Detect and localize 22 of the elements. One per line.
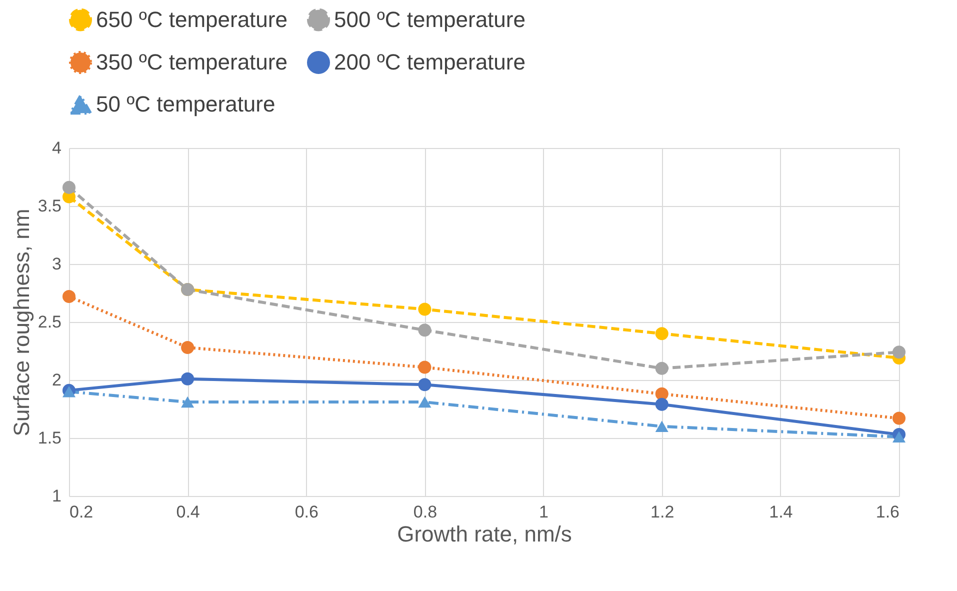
y-tick-label: 2.5 [38,312,62,332]
x-tick-label: 1.6 [876,502,900,522]
y-tick-label: 3.5 [38,196,62,216]
legend-label: 500 ºC temperature [334,6,526,32]
y-axis-title: Surface roughness, nm [8,208,34,436]
x-tick-label: 0.4 [176,502,200,522]
y-tick-label: 3 [52,254,62,274]
x-tick-label: 1.4 [769,502,793,522]
legend-label: 350 ºC temperature [96,50,288,74]
y-tick-label: 2 [52,370,62,390]
x-axis-title: Growth rate, nm/s [397,522,572,546]
x-tick-label: 1 [539,502,549,522]
x-tick-label: 0.8 [413,502,438,522]
y-tick-label: 1 [52,486,62,506]
y-tick-label: 4 [52,138,62,158]
legend-label: 50 ºC temperature [96,92,276,116]
legend-label: 200 ºC temperature [334,50,526,74]
x-tick-label: 0.2 [70,502,94,522]
legend-label: 650 ºC temperature [96,6,288,32]
x-tick-label: 0.6 [294,502,318,522]
x-tick-label: 1.2 [650,502,674,522]
y-tick-label: 1.5 [38,428,62,448]
